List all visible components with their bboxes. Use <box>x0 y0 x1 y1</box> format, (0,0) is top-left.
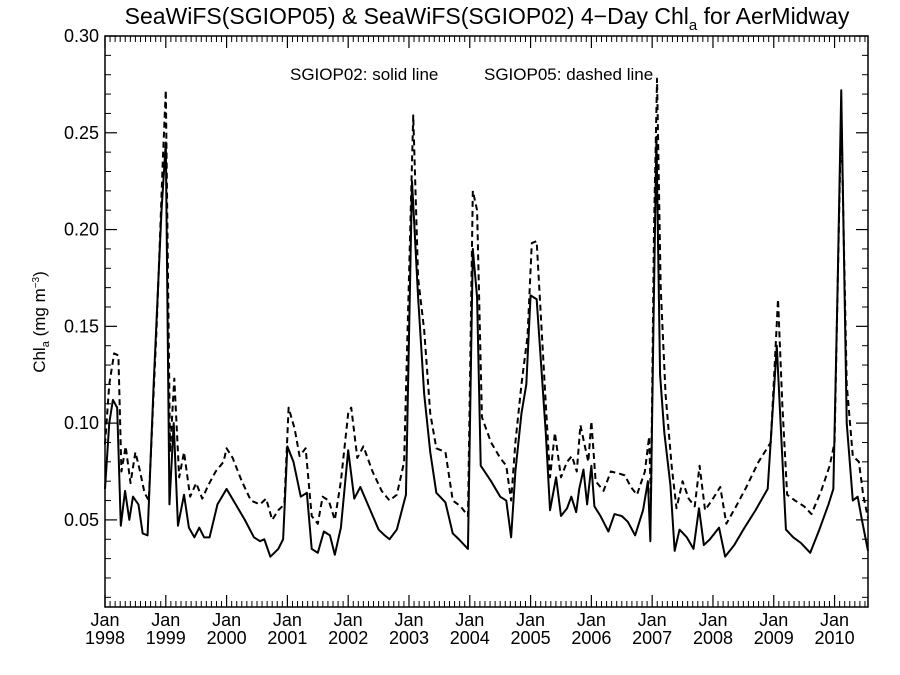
x-tick-year-label: 2001 <box>267 628 307 648</box>
y-tick-label: 0.10 <box>64 413 99 433</box>
x-tick-year-label: 1999 <box>146 628 186 648</box>
x-tick-month-label: Jan <box>516 610 545 630</box>
axis-ticks: 0.050.100.150.200.250.30Jan1998Jan1999Ja… <box>64 26 868 648</box>
x-tick-month-label: Jan <box>273 610 302 630</box>
ylabel-superscript: −3 <box>31 276 42 288</box>
ylabel-unit: (mg m <box>30 288 49 341</box>
x-tick-year-label: 2000 <box>207 628 247 648</box>
x-tick-year-label: 2006 <box>571 628 611 648</box>
ylabel-main: Chl <box>30 347 49 373</box>
x-tick-month-label: Jan <box>577 610 606 630</box>
y-tick-label: 0.30 <box>64 26 99 46</box>
x-tick-month-label: Jan <box>638 610 667 630</box>
x-tick-month-label: Jan <box>698 610 727 630</box>
series-line-solid <box>104 89 869 558</box>
x-tick-month-label: Jan <box>90 610 119 630</box>
y-tick-label: 0.15 <box>64 316 99 336</box>
ylabel-close: ) <box>30 271 49 277</box>
x-tick-year-label: 2007 <box>632 628 672 648</box>
x-tick-month-label: Jan <box>820 610 849 630</box>
annotation-solid: SGIOP02: solid line <box>290 65 438 84</box>
title-main: SeaWiFS(SGIOP05) & SeaWiFS(SGIOP02) 4−Da… <box>125 3 689 29</box>
x-tick-year-label: 2008 <box>693 628 733 648</box>
x-tick-month-label: Jan <box>334 610 363 630</box>
x-tick-month-label: Jan <box>759 610 788 630</box>
x-tick-month-label: Jan <box>151 610 180 630</box>
title-tail: for AerMidway <box>697 3 850 29</box>
x-tick-year-label: 2005 <box>511 628 551 648</box>
annotation-dashed: SGIOP05: dashed line <box>484 65 653 84</box>
x-tick-year-label: 2002 <box>328 628 368 648</box>
ylabel-subscript: a <box>40 340 52 347</box>
chart-title: SeaWiFS(SGIOP05) & SeaWiFS(SGIOP02) 4−Da… <box>125 3 850 34</box>
x-tick-year-label: 2003 <box>389 628 429 648</box>
title-subscript: a <box>689 17 698 34</box>
y-tick-label: 0.20 <box>64 220 99 240</box>
x-tick-month-label: Jan <box>394 610 423 630</box>
x-tick-year-label: 2009 <box>754 628 794 648</box>
x-tick-year-label: 1998 <box>85 628 125 648</box>
x-tick-month-label: Jan <box>212 610 241 630</box>
x-tick-year-label: 2004 <box>450 628 490 648</box>
x-tick-year-label: 2010 <box>815 628 855 648</box>
y-axis-label: Chla (mg m−3) <box>30 271 52 373</box>
y-tick-label: 0.25 <box>64 123 99 143</box>
plot-frame <box>104 35 869 608</box>
y-tick-label: 0.05 <box>64 510 99 530</box>
x-tick-month-label: Jan <box>455 610 484 630</box>
series-line-dashed <box>104 77 869 525</box>
data-series <box>104 77 869 558</box>
